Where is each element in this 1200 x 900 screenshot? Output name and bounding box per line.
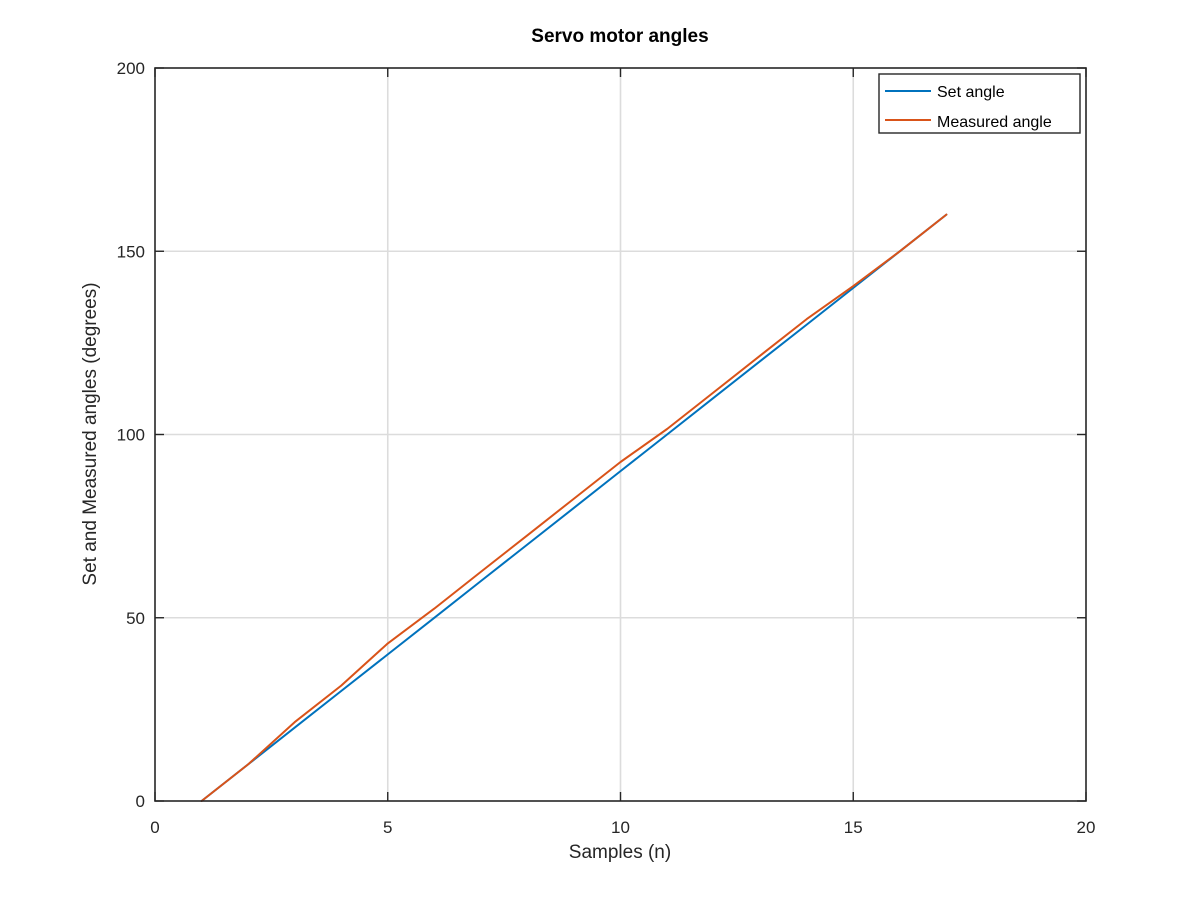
x-axis-label: Samples (n)	[569, 842, 671, 863]
legend-box	[878, 73, 1081, 134]
set-angle-line	[200, 213, 948, 802]
legend-label-measured-angle: Measured angle	[937, 114, 1052, 131]
legend-label-set-angle: Set angle	[937, 84, 1005, 101]
grid-lines	[155, 68, 1086, 801]
x-tick-label: 10	[611, 818, 630, 837]
y-tick-label: 200	[117, 59, 145, 78]
y-axis-label: Set and Measured angles (degrees)	[80, 282, 101, 585]
y-tick-label: 100	[117, 426, 145, 445]
y-tick-label: 150	[117, 242, 145, 261]
y-tick-label: 50	[126, 609, 145, 628]
axis-ticks	[154, 67, 1087, 802]
legend: Set angle Measured angle	[878, 73, 1081, 134]
y-tick-label: 0	[136, 792, 145, 811]
series-lines	[200, 213, 948, 802]
x-tick-label: 0	[150, 818, 159, 837]
x-tick-label: 5	[383, 818, 392, 837]
measured-angle-line	[200, 213, 948, 802]
x-tick-label: 15	[844, 818, 863, 837]
chart-title: Servo motor angles	[531, 26, 708, 47]
x-tick-label: 20	[1077, 818, 1096, 837]
